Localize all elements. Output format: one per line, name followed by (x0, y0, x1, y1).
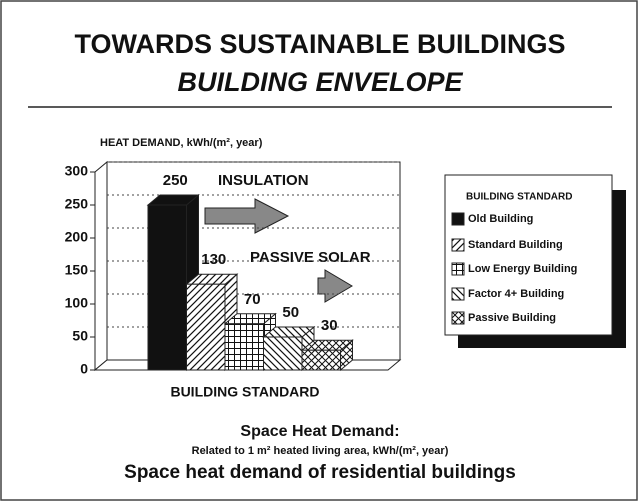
chart-subtitle: BUILDING ENVELOPE (177, 67, 463, 97)
annotation: INSULATION (218, 172, 309, 189)
x-axis-label: BUILDING STANDARD (170, 384, 319, 400)
legend-label: Low Energy Building (468, 263, 577, 275)
legend-swatch (451, 287, 465, 301)
annotation: PASSIVE SOLAR (250, 249, 371, 266)
y-tick-label: 250 (65, 196, 89, 212)
bar (224, 323, 264, 371)
legend-swatch (451, 212, 465, 226)
chart-title: TOWARDS SUSTAINABLE BUILDINGS (74, 29, 565, 59)
legend-label: Old Building (468, 213, 533, 225)
legend-label: Passive Building (468, 312, 556, 324)
data-label: 70 (244, 291, 261, 308)
legend-swatch (451, 238, 465, 252)
legend-label: Factor 4+ Building (468, 288, 564, 300)
legend-swatch (451, 262, 465, 276)
bar (147, 204, 187, 371)
y-tick-label: 300 (65, 163, 89, 179)
y-axis-label: HEAT DEMAND, kWh/(m², year) (100, 137, 263, 149)
caption: Related to 1 m² heated living area, kWh/… (192, 445, 449, 457)
side-wall (94, 160, 108, 372)
legend-swatch (451, 311, 465, 325)
data-label: 130 (201, 251, 226, 268)
data-label: 50 (282, 304, 299, 321)
caption: Space heat demand of residential buildin… (124, 462, 516, 483)
data-label: 30 (321, 317, 338, 334)
y-tick-label: 0 (80, 361, 88, 377)
legend-label: Standard Building (468, 239, 563, 251)
y-tick-label: 200 (65, 229, 89, 245)
y-tick-label: 150 (65, 262, 89, 278)
arrow (204, 198, 290, 234)
y-tick-label: 100 (65, 295, 89, 311)
bar (263, 336, 303, 371)
y-tick-label: 50 (72, 328, 88, 344)
bar (186, 283, 226, 371)
legend-title: BUILDING STANDARD (466, 192, 572, 203)
legend (444, 174, 613, 336)
bar (301, 349, 341, 371)
caption: Space Heat Demand: (240, 423, 399, 440)
data-label: 250 (163, 172, 188, 189)
